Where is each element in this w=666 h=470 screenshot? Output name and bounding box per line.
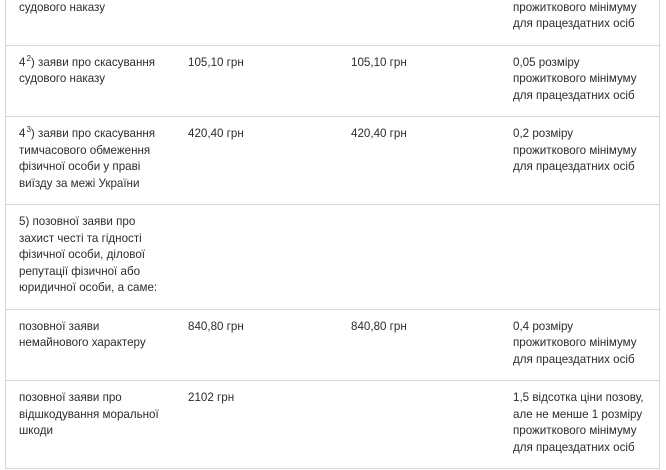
- fee-amount-text: 840,80 грн: [188, 319, 244, 333]
- fee-formula-text: 1,5 відсотка ціни позову, але не менше 1…: [513, 391, 644, 454]
- row-marker-superscript: 2: [26, 53, 31, 63]
- fee-description-cell: 41) заяви про видачу судового наказу: [5, 0, 175, 46]
- fee-description-text: заяви про скасування тимчасового обмежен…: [19, 127, 156, 190]
- fee-description-text: позовної заяви про відшкодування моральн…: [19, 391, 159, 437]
- fee-amount-cell: 840,80 грн: [174, 308, 338, 381]
- court-fee-table: 41) заяви про видачу судового наказу 210…: [5, 0, 660, 469]
- fee-formula-cell: 0,2 розміру прожиткового мінімуму для пр…: [499, 116, 660, 205]
- fee-description-cell: 42) заяви про скасування судового наказу: [5, 44, 175, 117]
- fee-amount-cell: 105,10 грн: [174, 44, 338, 117]
- fee-description-text: позовної заяви немайнового характеру: [19, 319, 146, 350]
- fee-amount-cell: 420,40 грн: [174, 116, 338, 205]
- table-row: позовної заяви немайнового характеру 840…: [5, 308, 660, 381]
- row-marker: 4: [19, 127, 26, 140]
- fee-amount-cell: 2102 грн: [174, 380, 338, 469]
- fee-amount-alt-cell: 210,20 грн: [337, 0, 500, 46]
- fee-description-cell: позовної заяви немайнового характеру: [5, 308, 175, 381]
- fee-amount-alt-text: 840,80 грн: [351, 319, 407, 333]
- fee-amount-text: 105,10 грн: [188, 55, 244, 69]
- fee-formula-text: 0,4 розміру прожиткового мінімуму для пр…: [513, 319, 637, 366]
- table-row: 41) заяви про видачу судового наказу 210…: [5, 0, 660, 46]
- fee-formula-cell: [499, 204, 660, 310]
- fee-amount-cell: [174, 204, 338, 310]
- fee-amount-cell: 210,20 грн: [174, 0, 338, 46]
- fee-description-cell: 5) позовної заяви про захист честі та гі…: [5, 204, 175, 310]
- fee-amount-alt-cell: [337, 204, 500, 310]
- fee-description-text: 5) позовної заяви про захист честі та гі…: [19, 215, 158, 294]
- fee-formula-text: 0,1 розміру прожиткового мінімуму для пр…: [513, 0, 637, 31]
- fee-amount-text: 2102 грн: [188, 391, 235, 404]
- fee-formula-cell: 1,5 відсотка ціни позову, але не менше 1…: [499, 380, 660, 469]
- table-row: 43) заяви про скасування тимчасового обм…: [5, 116, 660, 205]
- table-row: 42) заяви про скасування судового наказу…: [5, 44, 660, 117]
- fee-amount-alt-cell: 840,80 грн: [337, 308, 500, 381]
- fee-amount-alt-text: 105,10 грн: [351, 55, 407, 69]
- fee-amount-alt-cell: 105,10 грн: [337, 44, 500, 117]
- fee-amount-alt-text: 420,40 грн: [351, 127, 407, 140]
- fee-table-body: 41) заяви про видачу судового наказу 210…: [5, 0, 660, 469]
- fee-amount-alt-cell: 420,40 грн: [337, 116, 500, 205]
- fee-description-cell: позовної заяви про відшкодування моральн…: [5, 380, 175, 469]
- fee-amount-alt-cell: [337, 380, 500, 469]
- fee-formula-text: 0,2 розміру прожиткового мінімуму для пр…: [513, 127, 637, 173]
- table-row: позовної заяви про відшкодування моральн…: [5, 380, 660, 469]
- fee-amount-text: 420,40 грн: [188, 127, 244, 140]
- table-row: 5) позовної заяви про захист честі та гі…: [5, 204, 660, 310]
- fee-formula-cell: 0,4 розміру прожиткового мінімуму для пр…: [499, 308, 660, 381]
- fee-description-cell: 43) заяви про скасування тимчасового обм…: [5, 116, 175, 205]
- fee-description-text: заяви про скасування судового наказу: [19, 55, 156, 86]
- fee-formula-cell: 0,1 розміру прожиткового мінімуму для пр…: [499, 0, 660, 46]
- fee-formula-text: 0,05 розміру прожиткового мінімуму для п…: [513, 55, 637, 102]
- row-marker-superscript: 3: [26, 125, 31, 135]
- fee-formula-cell: 0,05 розміру прожиткового мінімуму для п…: [499, 44, 660, 117]
- row-marker-suffix: ): [30, 55, 35, 69]
- row-marker: 4: [19, 55, 26, 69]
- row-marker-suffix: ): [30, 127, 35, 140]
- fee-description-text: заяви про видачу судового наказу: [19, 0, 106, 14]
